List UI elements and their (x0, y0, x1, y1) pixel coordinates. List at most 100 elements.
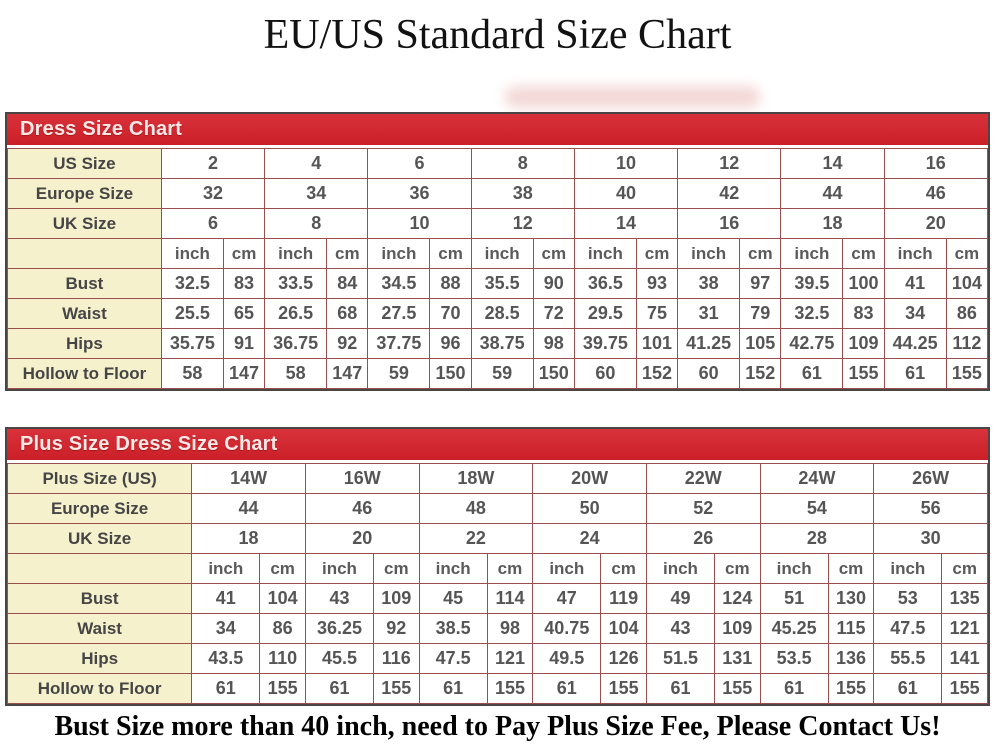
unit-row-label-cell (6, 553, 193, 584)
cm-value-cell: 130 (827, 583, 875, 614)
size-row: Plus Size (US) 14W 16W 18W 20W 22W 24W 26W (6, 463, 988, 494)
unit-cm-cell: cm (373, 553, 420, 584)
row-label-cell: Plus Size (US) (6, 463, 193, 494)
cm-value-cell: 155 (373, 673, 420, 704)
inch-value-cell: 32.5 (780, 298, 844, 329)
size-value-cell: 10 (573, 148, 679, 179)
cm-value-cell: 72 (532, 298, 575, 329)
unit-row: inch cm inch cm inch cm inch cm inch cm inch cm inch… (6, 553, 988, 584)
size-value-cell: 24 (532, 523, 647, 554)
size-value-cell: 14W (191, 463, 306, 494)
unit-cm-cell: cm (326, 238, 369, 269)
row-label-cell: Hollow to Floor (7, 358, 162, 389)
cm-value-cell: 155 (827, 673, 875, 704)
inch-value-cell: 40.75 (532, 613, 602, 644)
inch-value-cell: 45.5 (304, 643, 375, 674)
cm-value-cell: 152 (635, 358, 679, 389)
inch-value-cell: 33.5 (264, 268, 328, 299)
cm-value-cell: 147 (326, 358, 369, 389)
size-value-cell: 12 (470, 208, 575, 239)
unit-inch-cell: inch (645, 553, 716, 584)
cm-value-cell: 83 (842, 298, 885, 329)
size-value-cell: 50 (532, 493, 647, 524)
size-value-cell: 2 (160, 148, 266, 179)
measurement-row: Waist 25.5 65 26.5 68 27.5 70 28.5 72 29.5 75 31 79 3… (7, 298, 989, 329)
cm-value-cell: 155 (259, 673, 306, 704)
inch-value-cell: 61 (759, 673, 829, 704)
size-value-cell: 8 (470, 148, 575, 179)
cm-value-cell: 86 (259, 613, 306, 644)
cm-value-cell: 96 (429, 328, 472, 359)
size-value-cell: 26W (873, 463, 988, 494)
unit-inch-cell: inch (264, 238, 328, 269)
row-label-cell: UK Size (7, 208, 162, 239)
cm-value-cell: 155 (941, 673, 988, 704)
row-label-cell: Hollow to Floor (6, 673, 193, 704)
inch-value-cell: 35.75 (160, 328, 224, 359)
chart-band-title: Dress Size Chart (20, 118, 183, 140)
cm-value-cell: 155 (600, 673, 647, 704)
inch-value-cell: 61 (191, 673, 261, 704)
inch-value-cell: 34 (883, 298, 947, 329)
unit-inch-cell: inch (304, 553, 375, 584)
inch-value-cell: 44.25 (883, 328, 947, 359)
unit-cm-cell: cm (945, 238, 989, 269)
inch-value-cell: 61 (645, 673, 716, 704)
size-value-cell: 44 (780, 178, 885, 209)
unit-cm-cell: cm (941, 553, 988, 584)
inch-value-cell: 47 (532, 583, 602, 614)
inch-value-cell: 49.5 (532, 643, 602, 674)
inch-value-cell: 38 (677, 268, 741, 299)
size-value-cell: 36 (367, 178, 472, 209)
cm-value-cell: 152 (739, 358, 782, 389)
unit-inch-cell: inch (573, 238, 637, 269)
dress-size-table-container: US Size 2 4 6 8 10 12 14 16 Europe Size 32 34 36 38 40… (7, 148, 989, 389)
cm-value-cell: 90 (532, 268, 575, 299)
cm-value-cell: 86 (945, 298, 989, 329)
cm-value-cell: 109 (714, 613, 761, 644)
cm-value-cell: 141 (941, 643, 988, 674)
unit-cm-cell: cm (222, 238, 266, 269)
dress-size-chart-section: Dress Size Chart US Size 2 4 6 8 10 12 14 16 Euro… (5, 112, 990, 391)
size-value-cell: 46 (304, 493, 420, 524)
measurement-row: Hips 43.5 110 45.5 116 47.5 121 49.5 126 51.5 131 5… (6, 643, 988, 674)
cm-value-cell: 65 (222, 298, 266, 329)
unit-inch-cell: inch (532, 553, 602, 584)
size-value-cell: 32 (160, 178, 266, 209)
inch-value-cell: 31 (677, 298, 741, 329)
inch-value-cell: 34.5 (367, 268, 431, 299)
inch-value-cell: 49 (645, 583, 716, 614)
inch-value-cell: 28.5 (470, 298, 534, 329)
inch-value-cell: 58 (160, 358, 224, 389)
inch-value-cell: 51.5 (645, 643, 716, 674)
inch-value-cell: 61 (418, 673, 488, 704)
size-value-cell: 54 (759, 493, 875, 524)
plus-size-table-container: Plus Size (US) 14W 16W 18W 20W 22W 24W 26W Europ… (6, 463, 988, 704)
unit-inch-cell: inch (367, 238, 431, 269)
row-label-cell: Waist (6, 613, 193, 644)
cm-value-cell: 68 (326, 298, 369, 329)
size-value-cell: 44 (191, 493, 306, 524)
inch-value-cell: 59 (470, 358, 534, 389)
dress-size-chart-wrap: Dress Size Chart US Size 2 4 6 8 10 12 14 16 Euro… (5, 112, 990, 391)
chart-band-title: Plus Size Dress Size Chart (20, 433, 278, 455)
size-value-cell: 56 (873, 493, 988, 524)
inch-value-cell: 60 (677, 358, 741, 389)
row-label-cell: Europe Size (6, 493, 193, 524)
cm-value-cell: 79 (739, 298, 782, 329)
cm-value-cell: 91 (222, 328, 266, 359)
inch-value-cell: 26.5 (264, 298, 328, 329)
row-label-cell: Bust (6, 583, 193, 614)
cm-value-cell: 109 (842, 328, 885, 359)
size-value-cell: 24W (759, 463, 875, 494)
size-value-cell: 40 (573, 178, 679, 209)
inch-value-cell: 43.5 (191, 643, 261, 674)
inch-value-cell: 38.5 (418, 613, 488, 644)
inch-value-cell: 61 (873, 673, 943, 704)
inch-value-cell: 47.5 (418, 643, 488, 674)
cm-value-cell: 119 (600, 583, 647, 614)
size-value-cell: 14 (780, 148, 885, 179)
measurement-row: Bust 32.5 83 33.5 84 34.5 88 35.5 90 36.5 93 38 97 39… (7, 268, 989, 299)
inch-value-cell: 34 (191, 613, 261, 644)
size-value-cell: 52 (645, 493, 761, 524)
